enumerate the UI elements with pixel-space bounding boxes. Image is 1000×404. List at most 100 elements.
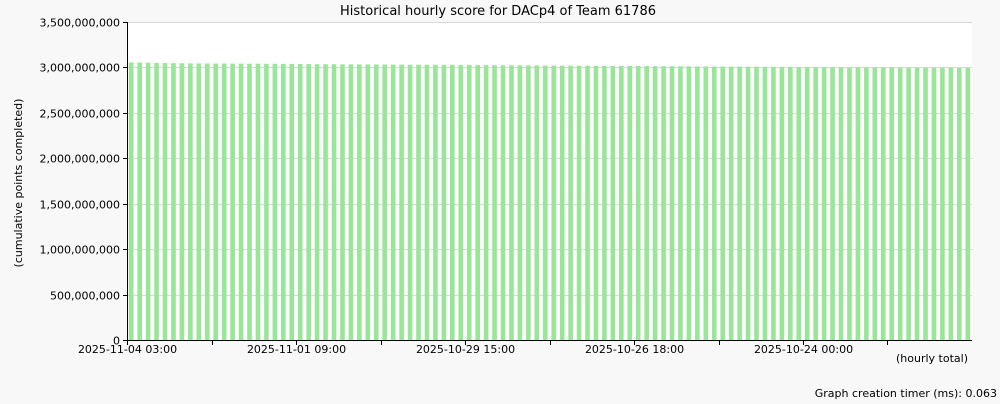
bar xyxy=(255,63,261,340)
bar xyxy=(162,63,168,340)
bar xyxy=(830,67,835,340)
bar xyxy=(652,66,658,340)
bar xyxy=(247,63,252,340)
bar xyxy=(382,64,388,341)
bar xyxy=(441,64,447,340)
bar xyxy=(855,67,861,340)
bar xyxy=(196,63,202,341)
bar xyxy=(128,62,134,341)
bar xyxy=(179,63,185,340)
bar xyxy=(340,64,345,340)
bar xyxy=(872,67,878,341)
bar xyxy=(221,63,227,341)
bar xyxy=(238,63,244,341)
bar xyxy=(264,63,269,340)
x-tick-label: 2025-10-24 00:00 xyxy=(754,343,853,356)
bar xyxy=(390,64,396,341)
bar xyxy=(551,65,557,341)
bar xyxy=(171,63,176,340)
y-tick-label: 1,500,000,000 xyxy=(40,199,120,212)
bar xyxy=(272,63,278,340)
bar xyxy=(923,67,928,340)
y-tick-labels: 0 500,000,000 1,000,000,000 1,500,000,000 2,… xyxy=(40,17,120,348)
bar xyxy=(365,64,371,341)
bar xyxy=(568,65,573,341)
bar xyxy=(500,65,506,340)
bar xyxy=(788,66,793,340)
bar xyxy=(458,64,464,340)
bar xyxy=(957,67,962,340)
bar xyxy=(745,66,751,340)
y-tick-label: 2,500,000,000 xyxy=(40,108,120,121)
bar xyxy=(323,64,328,340)
bar xyxy=(796,67,802,340)
bar xyxy=(542,65,548,341)
bar xyxy=(154,62,159,340)
bar xyxy=(230,63,235,341)
bar xyxy=(762,66,768,340)
bar xyxy=(204,63,210,341)
bar xyxy=(847,67,852,340)
bar xyxy=(669,66,675,340)
x-tick-label: 2025-10-26 18:00 xyxy=(585,343,684,356)
bar xyxy=(585,65,590,340)
y-tick-label: 3,500,000,000 xyxy=(40,17,120,30)
bar xyxy=(602,65,607,340)
bar xyxy=(914,67,920,340)
bar xyxy=(754,66,759,340)
y-tick-label: 0 xyxy=(113,335,120,348)
y-tick-label: 500,000,000 xyxy=(50,290,120,303)
bar xyxy=(483,65,489,340)
bar xyxy=(821,67,827,340)
bar xyxy=(534,65,540,341)
bar xyxy=(771,66,776,340)
bar xyxy=(373,64,379,341)
bar xyxy=(695,66,700,341)
bar xyxy=(897,67,903,341)
bar xyxy=(678,66,683,340)
bar xyxy=(703,66,709,341)
bar xyxy=(779,66,785,340)
bar xyxy=(289,63,295,340)
bar xyxy=(813,67,818,340)
bar xyxy=(416,64,421,340)
bar xyxy=(610,65,616,340)
bar xyxy=(864,67,869,341)
bar xyxy=(711,66,717,341)
bar xyxy=(348,64,354,340)
y-tick-label: 2,000,000,000 xyxy=(40,153,120,166)
bar xyxy=(838,67,844,340)
bar xyxy=(737,66,742,341)
bar xyxy=(424,64,430,340)
bar xyxy=(559,65,565,341)
bar xyxy=(466,64,472,340)
bar xyxy=(331,64,337,340)
bar xyxy=(306,64,311,340)
bar xyxy=(965,67,971,340)
chart-title: Historical hourly score for DACp4 of Tea… xyxy=(340,4,656,19)
bar xyxy=(145,62,151,341)
bar xyxy=(661,66,666,340)
bar xyxy=(906,67,911,341)
bar xyxy=(931,67,937,340)
y-axis-label: (cumulative points completed) xyxy=(12,99,25,268)
bar xyxy=(576,65,582,340)
x-tick-labels: 2025-11-04 03:00 2025-11-01 09:00 2025-10-… xyxy=(78,343,853,356)
bar xyxy=(635,65,641,340)
bar xyxy=(281,63,286,340)
bar xyxy=(889,67,895,341)
bar xyxy=(948,67,954,340)
bar xyxy=(433,64,438,340)
bar xyxy=(407,64,413,340)
bar xyxy=(137,62,142,341)
bar xyxy=(517,65,523,340)
bar xyxy=(509,65,514,340)
bar xyxy=(475,65,480,340)
x-tick-label: 2025-11-04 03:00 xyxy=(78,343,177,356)
x-tick-label: 2025-11-01 09:00 xyxy=(247,343,346,356)
bar xyxy=(627,65,633,340)
footer-timer: Graph creation timer (ms): 0.063 xyxy=(815,387,997,400)
y-tick-label: 1,000,000,000 xyxy=(40,244,120,257)
bar xyxy=(399,64,404,341)
